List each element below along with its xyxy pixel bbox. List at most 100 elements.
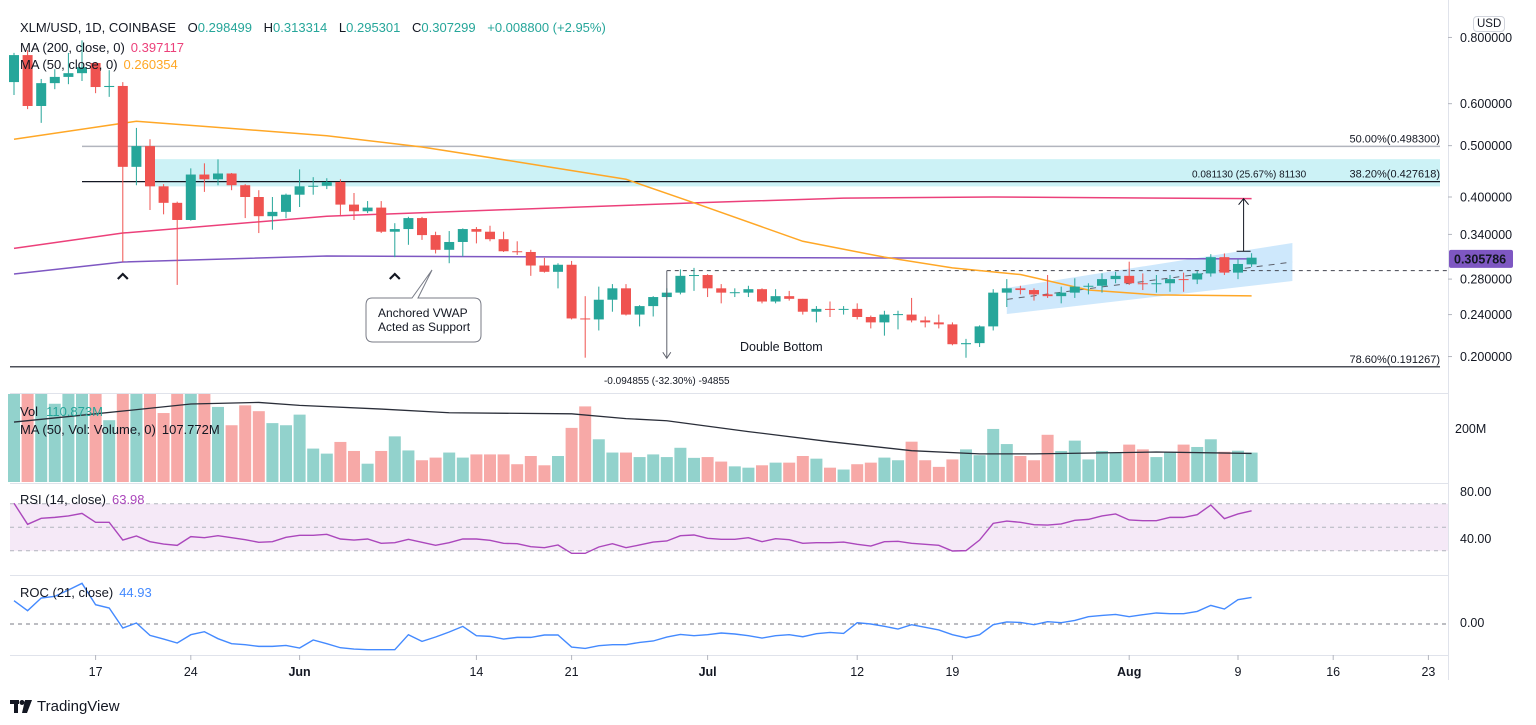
candle[interactable] xyxy=(621,284,631,316)
volume-bar[interactable] xyxy=(225,425,238,482)
volume-bar[interactable] xyxy=(701,457,714,482)
volume-bar[interactable] xyxy=(334,441,347,482)
volume-bar[interactable] xyxy=(320,453,333,482)
volume-bar[interactable] xyxy=(810,458,823,482)
candle[interactable] xyxy=(90,62,101,94)
candle[interactable] xyxy=(226,172,237,191)
rsi-legend[interactable]: RSI (14, close) 63.98 xyxy=(20,492,145,507)
symbol-legend[interactable]: XLM/USD, 1D, COINBASE O0.298499 H0.31331… xyxy=(20,20,606,35)
candle[interactable] xyxy=(933,314,944,329)
volume-bar[interactable] xyxy=(620,452,632,482)
candle[interactable] xyxy=(267,197,278,230)
candle[interactable] xyxy=(308,177,319,195)
volume-bar[interactable] xyxy=(184,371,197,482)
volume-bar[interactable] xyxy=(796,456,809,482)
volume-bar[interactable] xyxy=(769,462,782,482)
volume-bar[interactable] xyxy=(484,454,496,482)
candle[interactable] xyxy=(63,52,74,85)
volume-bar[interactable] xyxy=(824,467,836,482)
candle[interactable] xyxy=(811,306,822,323)
candle[interactable] xyxy=(539,257,550,273)
volume-bar[interactable] xyxy=(688,457,700,482)
candle[interactable] xyxy=(1205,254,1216,277)
candle[interactable] xyxy=(1219,253,1230,276)
volume-bar[interactable] xyxy=(375,450,388,482)
candle[interactable] xyxy=(716,284,727,304)
candle[interactable] xyxy=(9,52,19,96)
volume-bar[interactable] xyxy=(987,428,1000,482)
candle[interactable] xyxy=(852,303,863,320)
volume-bar[interactable] xyxy=(864,462,877,482)
callout-anchored-vwap[interactable]: Anchored VWAP Acted as Support xyxy=(365,269,482,343)
candle[interactable] xyxy=(593,286,604,331)
candle[interactable] xyxy=(1097,273,1107,293)
candle[interactable] xyxy=(1056,286,1067,304)
tradingview-logo[interactable]: TradingView xyxy=(10,698,120,715)
volume-bar[interactable] xyxy=(851,464,864,482)
candle[interactable] xyxy=(879,310,890,336)
volume-bar[interactable] xyxy=(592,439,605,482)
candle[interactable] xyxy=(988,289,999,331)
channel-midline[interactable] xyxy=(1006,261,1293,300)
roc-legend[interactable]: ROC (21, close) 44.93 xyxy=(20,585,152,600)
volume-bar[interactable] xyxy=(157,413,170,482)
candle[interactable] xyxy=(1165,275,1175,292)
volume-bar[interactable] xyxy=(1082,459,1095,482)
volume-bar[interactable] xyxy=(348,450,360,482)
candle[interactable] xyxy=(1192,271,1203,285)
volume-bar[interactable] xyxy=(1150,457,1163,482)
currency-button[interactable]: USD xyxy=(1473,16,1506,32)
volume-bar[interactable] xyxy=(1204,439,1217,482)
candle[interactable] xyxy=(553,263,563,289)
volume-bar[interactable] xyxy=(946,459,959,482)
candle[interactable] xyxy=(743,285,754,298)
candle[interactable] xyxy=(525,249,536,276)
candle[interactable] xyxy=(1042,275,1053,298)
volume-bar[interactable] xyxy=(1123,444,1136,482)
candle[interactable] xyxy=(281,193,291,219)
candle[interactable] xyxy=(253,190,264,234)
candle[interactable] xyxy=(920,316,931,328)
volume-legend[interactable]: Vol 110.873M xyxy=(20,404,103,419)
volume-bar[interactable] xyxy=(1041,434,1054,482)
candle[interactable] xyxy=(865,315,876,329)
candle[interactable] xyxy=(471,227,482,244)
candle[interactable] xyxy=(199,163,210,192)
candle[interactable] xyxy=(349,193,359,220)
candle[interactable] xyxy=(947,322,958,346)
candle[interactable] xyxy=(158,184,169,215)
volume-bar[interactable] xyxy=(742,467,755,482)
candle[interactable] xyxy=(1137,273,1148,291)
candle[interactable] xyxy=(145,139,155,211)
volume-bar[interactable] xyxy=(8,387,20,482)
candle[interactable] xyxy=(444,231,455,264)
volume-bar[interactable] xyxy=(538,465,551,482)
candle[interactable] xyxy=(566,260,577,320)
candle[interactable] xyxy=(1015,285,1026,295)
volume-pane[interactable] xyxy=(8,243,1258,482)
candle[interactable] xyxy=(825,301,835,317)
volume-bar[interactable] xyxy=(1028,460,1040,482)
candle[interactable] xyxy=(729,288,740,298)
candle[interactable] xyxy=(457,228,468,257)
candle[interactable] xyxy=(1110,271,1121,284)
candle[interactable] xyxy=(22,50,33,110)
volume-bar[interactable] xyxy=(756,465,768,482)
volume-bar[interactable] xyxy=(905,441,918,482)
candle[interactable] xyxy=(430,231,441,254)
volume-bar[interactable] xyxy=(674,447,687,482)
volume-ma-legend[interactable]: MA (50, Vol: Volume, 0) 107.772M xyxy=(20,422,220,437)
candle[interactable] xyxy=(49,69,60,90)
ascending-channel[interactable] xyxy=(1006,242,1293,315)
volume-bar[interactable] xyxy=(388,436,401,482)
volume-bar[interactable] xyxy=(511,464,524,482)
volume-bar[interactable] xyxy=(783,462,796,482)
volume-bar[interactable] xyxy=(728,466,741,482)
candle[interactable] xyxy=(1029,288,1039,301)
candle[interactable] xyxy=(376,201,387,234)
volume-bar[interactable] xyxy=(89,379,102,482)
rsi-pane[interactable] xyxy=(10,502,1448,555)
roc-pane[interactable] xyxy=(10,582,1448,651)
volume-bar[interactable] xyxy=(1245,452,1258,482)
